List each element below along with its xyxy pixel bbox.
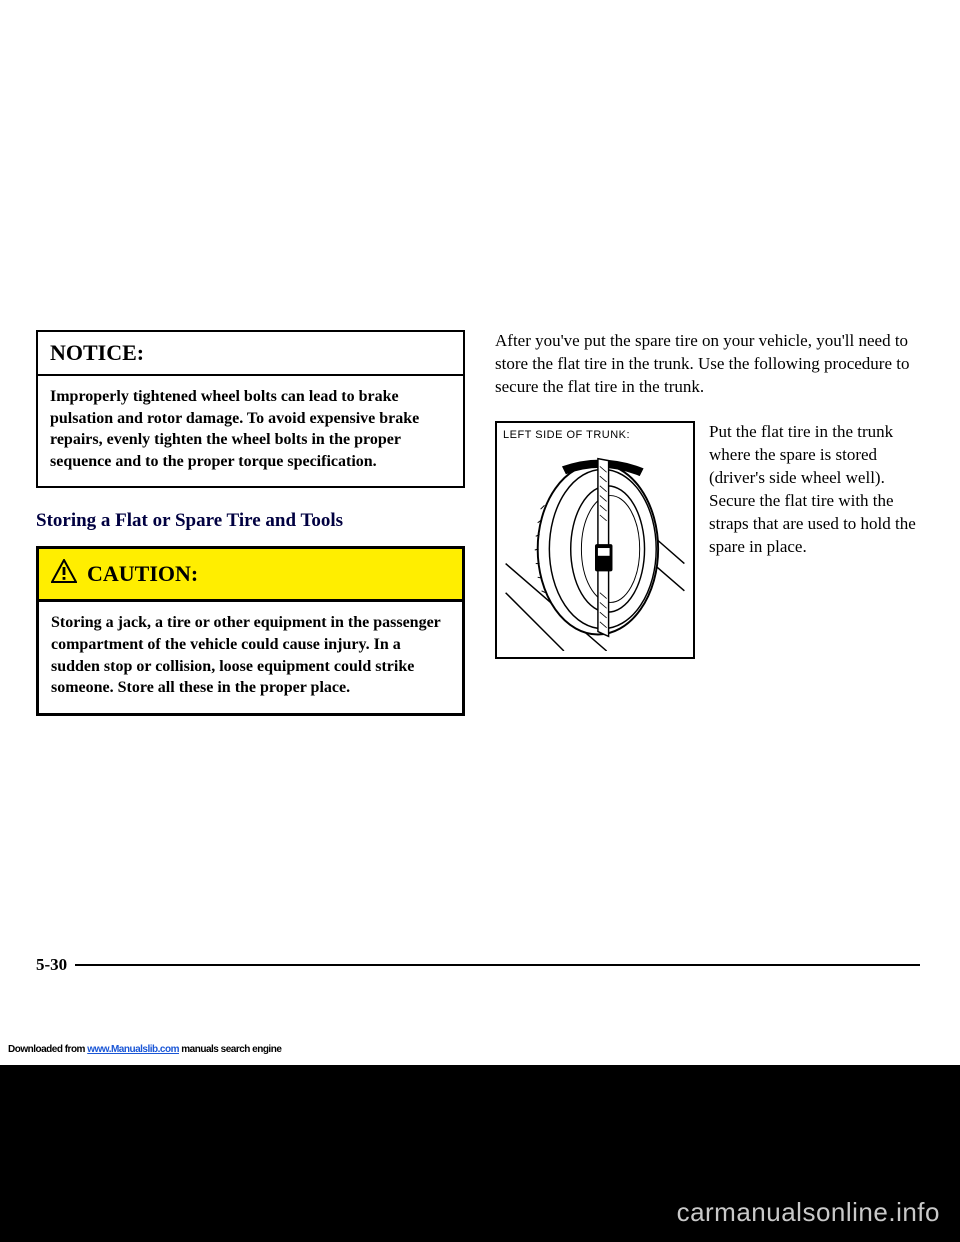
content-columns: NOTICE: Improperly tightened wheel bolts… <box>0 330 960 716</box>
footer-rule <box>75 964 920 966</box>
manual-page: NOTICE: Improperly tightened wheel bolts… <box>0 0 960 1065</box>
caution-box: CAUTION: Storing a jack, a tire or other… <box>36 546 465 715</box>
warning-triangle-icon <box>51 559 77 589</box>
left-column: NOTICE: Improperly tightened wheel bolts… <box>36 330 465 716</box>
caution-title: CAUTION: <box>87 561 198 587</box>
page-footer: 5-30 <box>36 955 920 975</box>
tire-illustration-icon <box>503 447 687 651</box>
download-suffix: manuals search engine <box>179 1044 281 1055</box>
diagram-row: LEFT SIDE OF TRUNK: <box>495 421 924 659</box>
section-heading: Storing a Flat or Spare Tire and Tools <box>36 510 465 532</box>
notice-title: NOTICE: <box>38 332 463 376</box>
download-prefix: Downloaded from <box>8 1044 87 1055</box>
tire-diagram: LEFT SIDE OF TRUNK: <box>495 421 695 659</box>
diagram-label: LEFT SIDE OF TRUNK: <box>503 429 687 441</box>
caution-body: Storing a jack, a tire or other equipmen… <box>39 602 462 712</box>
download-link[interactable]: www.Manualslib.com <box>87 1044 179 1055</box>
diagram-instruction: Put the flat tire in the trunk where the… <box>709 421 924 659</box>
notice-box: NOTICE: Improperly tightened wheel bolts… <box>36 330 465 488</box>
download-footer: Downloaded from www.Manualslib.com manua… <box>8 1044 281 1055</box>
watermark: carmanualsonline.info <box>677 1197 940 1228</box>
caution-header: CAUTION: <box>39 549 462 602</box>
notice-body: Improperly tightened wheel bolts can lea… <box>38 376 463 486</box>
intro-paragraph: After you've put the spare tire on your … <box>495 330 924 399</box>
right-column: After you've put the spare tire on your … <box>495 330 924 716</box>
page-number: 5-30 <box>36 955 67 975</box>
